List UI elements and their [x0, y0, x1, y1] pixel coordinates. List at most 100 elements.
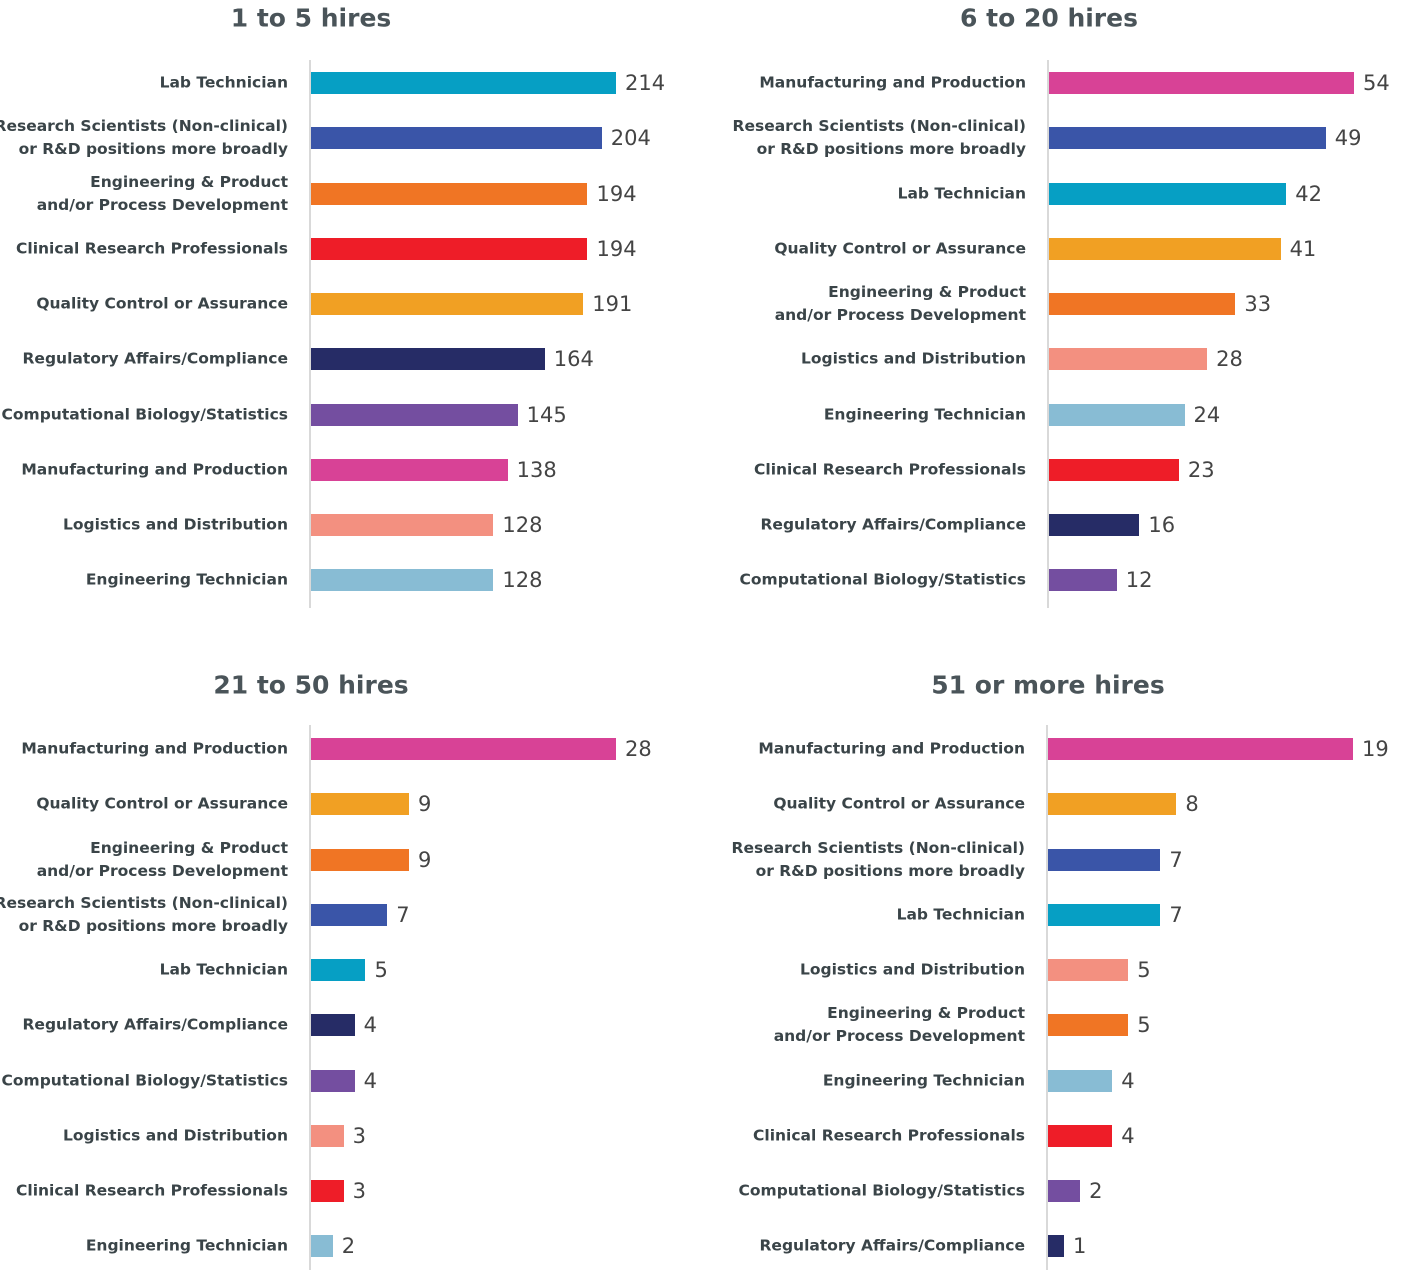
value-label: 2	[341, 1234, 356, 1259]
category-label: Logistics and Distribution	[800, 960, 1025, 979]
value-label: 4	[1121, 1123, 1135, 1148]
bar	[1049, 237, 1281, 260]
bar	[1048, 1069, 1113, 1092]
bar	[311, 1069, 355, 1092]
category-label: Engineering Technician	[823, 405, 1026, 423]
value-label: 42	[1295, 181, 1322, 206]
category-label: Engineering & Product and/or Process Dev…	[36, 838, 288, 880]
value-label: 54	[1363, 71, 1390, 95]
value-label: 49	[1334, 126, 1362, 151]
bar	[311, 959, 366, 981]
bar	[311, 848, 410, 871]
bar	[311, 293, 584, 315]
category-label: Regulatory Affairs/Compliance	[22, 1015, 289, 1034]
value-label: 214	[625, 71, 666, 95]
category-label: Engineering & Product and/or Process Dev…	[774, 283, 1026, 324]
value-label: 24	[1193, 402, 1221, 427]
bar	[1048, 793, 1177, 816]
axis-line	[309, 60, 311, 608]
bar	[311, 569, 494, 592]
value-label: 3	[352, 1179, 367, 1203]
axis-line	[1046, 725, 1048, 1270]
value-label: 4	[363, 1013, 377, 1038]
bar	[1048, 738, 1353, 760]
category-label: Quality Control or Assurance	[36, 294, 288, 313]
bar	[311, 793, 410, 816]
value-label: 4	[1121, 1068, 1135, 1093]
value-label: 5	[374, 958, 388, 982]
bar	[1049, 72, 1354, 94]
value-label: 1	[1073, 1234, 1087, 1259]
category-label: Research Scientists (Non-clinical) or R&…	[0, 893, 288, 935]
value-label: 7	[1169, 902, 1183, 927]
category-label: Research Scientists (Non-clinical) or R&…	[0, 117, 288, 159]
bar	[311, 72, 616, 94]
value-label: 3	[352, 1123, 367, 1148]
value-label: 138	[516, 457, 557, 482]
value-label: 7	[1169, 847, 1183, 872]
bar	[1049, 182, 1287, 205]
category-label: Quality Control or Assurance	[36, 794, 288, 813]
category-label: Research Scientists (Non-clinical) or R&…	[731, 838, 1025, 880]
value-label: 9	[418, 792, 432, 817]
bar	[311, 237, 588, 260]
bar	[311, 182, 588, 205]
category-label: Regulatory Affairs/Compliance	[759, 1236, 1026, 1255]
value-label: 23	[1187, 457, 1215, 482]
value-label: 28	[1216, 347, 1243, 372]
chart-title: 21 to 50 hires	[213, 670, 409, 700]
value-label: 9	[418, 847, 432, 872]
value-label: 194	[596, 181, 637, 206]
category-label: Regulatory Affairs/Compliance	[760, 515, 1027, 534]
category-label: Engineering Technician	[85, 1236, 288, 1255]
category-label: Engineering Technician	[85, 570, 288, 589]
category-label: Clinical Research Professionals	[753, 1126, 1025, 1145]
axis-line	[309, 725, 311, 1270]
bar	[311, 903, 388, 926]
bar	[311, 738, 616, 760]
bar	[311, 458, 508, 481]
category-label: Research Scientists (Non-clinical) or R&…	[732, 117, 1026, 159]
bar	[311, 127, 602, 150]
value-label: 194	[596, 236, 637, 261]
category-label: Computational Biology/Statistics	[1, 1071, 288, 1089]
category-label: Computational Biology/Statistics	[738, 1181, 1025, 1200]
bar	[1049, 514, 1140, 536]
value-label: 7	[396, 902, 410, 927]
bar	[1048, 959, 1129, 981]
axis-line	[1047, 60, 1049, 608]
category-label: Quality Control or Assurance	[773, 794, 1025, 813]
category-label: Engineering & Product and/or Process Dev…	[773, 1004, 1025, 1046]
value-label: 19	[1362, 737, 1389, 761]
bar	[311, 1124, 344, 1147]
category-label: Lab Technician	[159, 960, 288, 979]
bar	[311, 348, 545, 371]
bar	[1049, 127, 1326, 150]
bar	[311, 403, 518, 426]
category-label: Clinical Research Professionals	[16, 239, 288, 258]
bar	[1049, 348, 1208, 371]
category-label: Manufacturing and Production	[758, 739, 1025, 758]
bar	[1048, 1014, 1129, 1037]
category-label: Manufacturing and Production	[21, 460, 288, 479]
category-label: Logistics and Distribution	[801, 349, 1026, 368]
bar	[1048, 848, 1161, 871]
category-label: Manufacturing and Production	[21, 739, 288, 758]
bar	[1048, 1235, 1065, 1258]
bar	[311, 1235, 333, 1258]
value-label: 128	[502, 568, 543, 593]
category-label: Computational Biology/Statistics	[739, 570, 1026, 589]
value-label: 191	[592, 292, 633, 316]
bar	[311, 514, 494, 536]
value-label: 128	[502, 513, 543, 537]
category-label: Regulatory Affairs/Compliance	[22, 349, 289, 368]
value-label: 145	[526, 402, 567, 427]
value-label: 16	[1148, 513, 1176, 537]
category-label: Lab Technician	[159, 73, 288, 92]
bar	[311, 1014, 355, 1037]
value-label: 204	[610, 126, 651, 151]
value-label: 12	[1125, 568, 1153, 593]
bar	[1049, 458, 1179, 481]
category-label: Clinical Research Professionals	[754, 460, 1026, 479]
